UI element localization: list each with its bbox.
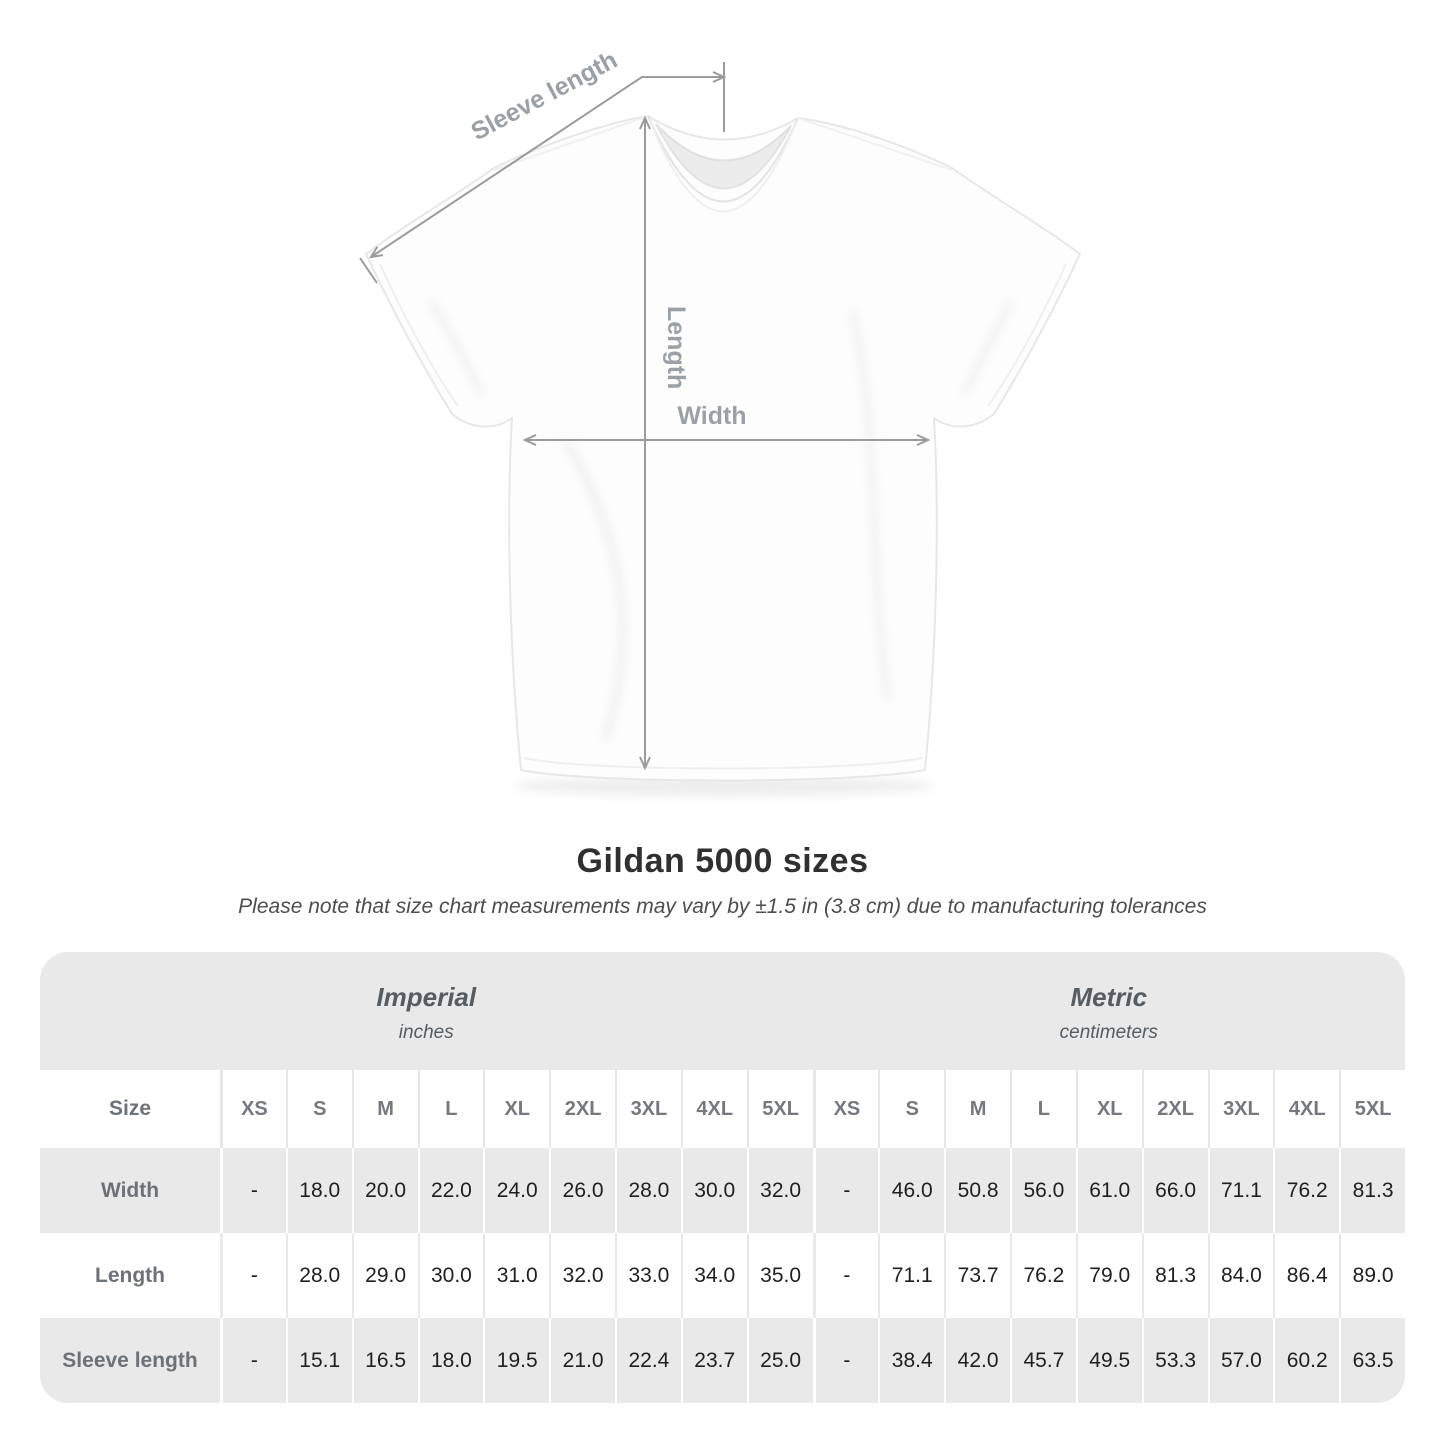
col-header: 3XL bbox=[615, 1070, 681, 1148]
cell: 46.0 bbox=[878, 1148, 944, 1233]
cell: 30.0 bbox=[680, 1148, 747, 1233]
cell: 30.0 bbox=[417, 1233, 484, 1318]
cell: 21.0 bbox=[549, 1318, 615, 1403]
sleeve-length-tick-cuff bbox=[359, 257, 378, 284]
cell: 22.0 bbox=[417, 1148, 484, 1233]
imperial-unit: inches bbox=[398, 1022, 454, 1043]
cell: 84.0 bbox=[1207, 1233, 1274, 1318]
cell: 18.0 bbox=[417, 1318, 484, 1403]
col-header: M bbox=[944, 1070, 1010, 1148]
cell: 50.8 bbox=[944, 1148, 1010, 1233]
cell: 26.0 bbox=[549, 1148, 615, 1233]
col-header: 4XL bbox=[680, 1070, 747, 1148]
cell: 16.5 bbox=[351, 1318, 418, 1403]
col-header: XS bbox=[812, 1070, 879, 1148]
cell: 45.7 bbox=[1010, 1318, 1076, 1403]
cell: 31.0 bbox=[483, 1233, 549, 1318]
col-header: 5XL bbox=[746, 1070, 813, 1148]
cell: - bbox=[812, 1318, 879, 1403]
tolerance-note: Please note that size chart measurements… bbox=[238, 895, 1207, 918]
cell: 61.0 bbox=[1075, 1148, 1142, 1233]
row-label: Width bbox=[100, 1178, 160, 1202]
col-header: 2XL bbox=[549, 1070, 615, 1148]
cell: 73.7 bbox=[944, 1233, 1010, 1318]
cell: 76.2 bbox=[1010, 1233, 1076, 1318]
col-header: S bbox=[285, 1070, 352, 1148]
imperial-group-header: Imperial inches bbox=[40, 952, 813, 1070]
cell: 18.0 bbox=[285, 1148, 352, 1233]
cell: - bbox=[220, 1318, 286, 1403]
cell: 63.5 bbox=[1339, 1318, 1405, 1403]
row-label: Length bbox=[95, 1263, 165, 1287]
col-header: XL bbox=[1075, 1070, 1142, 1148]
tshirt-graphic bbox=[365, 115, 1081, 782]
cell: 23.7 bbox=[680, 1318, 747, 1403]
cell: 15.1 bbox=[285, 1318, 352, 1403]
col-header: S bbox=[878, 1070, 944, 1148]
metric-unit: centimeters bbox=[1059, 1022, 1158, 1043]
col-header: 2XL bbox=[1141, 1070, 1208, 1148]
sleeve-length-arrow bbox=[371, 77, 724, 257]
cell: 32.0 bbox=[746, 1148, 813, 1233]
size-table: Imperial inches Metric centimeters Size … bbox=[40, 952, 1405, 1403]
cell: 66.0 bbox=[1141, 1148, 1208, 1233]
cell: - bbox=[812, 1233, 879, 1318]
imperial-label: Imperial bbox=[376, 982, 477, 1012]
metric-label: Metric bbox=[1070, 982, 1148, 1012]
cell: 33.0 bbox=[615, 1233, 681, 1318]
cell: 81.3 bbox=[1141, 1233, 1208, 1318]
col-header: M bbox=[351, 1070, 418, 1148]
cell: 57.0 bbox=[1207, 1318, 1274, 1403]
col-header: 4XL bbox=[1273, 1070, 1339, 1148]
col-header: 3XL bbox=[1207, 1070, 1274, 1148]
cell: 56.0 bbox=[1010, 1148, 1076, 1233]
cell: 53.3 bbox=[1141, 1318, 1208, 1403]
cell: 42.0 bbox=[944, 1318, 1010, 1403]
col-header: XS bbox=[220, 1070, 286, 1148]
col-header: XL bbox=[483, 1070, 549, 1148]
col-header: 5XL bbox=[1339, 1070, 1405, 1148]
cell: 25.0 bbox=[746, 1318, 813, 1403]
cell: 28.0 bbox=[285, 1233, 352, 1318]
row-label: Sleeve length bbox=[62, 1348, 198, 1372]
cell: 71.1 bbox=[1207, 1148, 1274, 1233]
cell: 34.0 bbox=[680, 1233, 747, 1318]
cell: 79.0 bbox=[1075, 1233, 1142, 1318]
cell: 60.2 bbox=[1273, 1318, 1339, 1403]
col-header: L bbox=[1010, 1070, 1076, 1148]
size-header-row: Size XS S M L XL 2XL 3XL 4XL 5XL XS S M … bbox=[40, 1070, 1405, 1148]
cell: - bbox=[220, 1233, 286, 1318]
cell: 20.0 bbox=[351, 1148, 418, 1233]
length-label: Length bbox=[662, 306, 690, 389]
size-header-cell: Size bbox=[108, 1097, 152, 1120]
cell: 22.4 bbox=[615, 1318, 681, 1403]
unit-group-row: Imperial inches Metric centimeters bbox=[40, 952, 1405, 1070]
cell: 32.0 bbox=[549, 1233, 615, 1318]
width-label: Width bbox=[677, 402, 746, 430]
cell: 24.0 bbox=[483, 1148, 549, 1233]
cell: 19.5 bbox=[483, 1318, 549, 1403]
cell: 76.2 bbox=[1273, 1148, 1339, 1233]
cell: 89.0 bbox=[1339, 1233, 1405, 1318]
page-title: Gildan 5000 sizes bbox=[576, 842, 869, 880]
cell: 38.4 bbox=[878, 1318, 944, 1403]
sleeve-length-row: Sleeve length - 15.1 16.5 18.0 19.5 21.0… bbox=[40, 1318, 1405, 1403]
shirt-shadow bbox=[514, 776, 934, 796]
cell: 28.0 bbox=[615, 1148, 681, 1233]
cell: 86.4 bbox=[1273, 1233, 1339, 1318]
cell: 29.0 bbox=[351, 1233, 418, 1318]
cell: 71.1 bbox=[878, 1233, 944, 1318]
cell: - bbox=[812, 1148, 879, 1233]
length-row: Length - 28.0 29.0 30.0 31.0 32.0 33.0 3… bbox=[40, 1233, 1405, 1318]
cell: 81.3 bbox=[1339, 1148, 1405, 1233]
tshirt-diagram: Sleeve length Length Width bbox=[359, 46, 1081, 796]
cell: - bbox=[220, 1148, 286, 1233]
col-header: L bbox=[417, 1070, 484, 1148]
width-row: Width - 18.0 20.0 22.0 24.0 26.0 28.0 30… bbox=[40, 1148, 1405, 1233]
cell: 49.5 bbox=[1075, 1318, 1142, 1403]
title-block: Gildan 5000 sizes Please note that size … bbox=[0, 842, 1445, 919]
cell: 35.0 bbox=[746, 1233, 813, 1318]
metric-group-header: Metric centimeters bbox=[813, 952, 1406, 1070]
